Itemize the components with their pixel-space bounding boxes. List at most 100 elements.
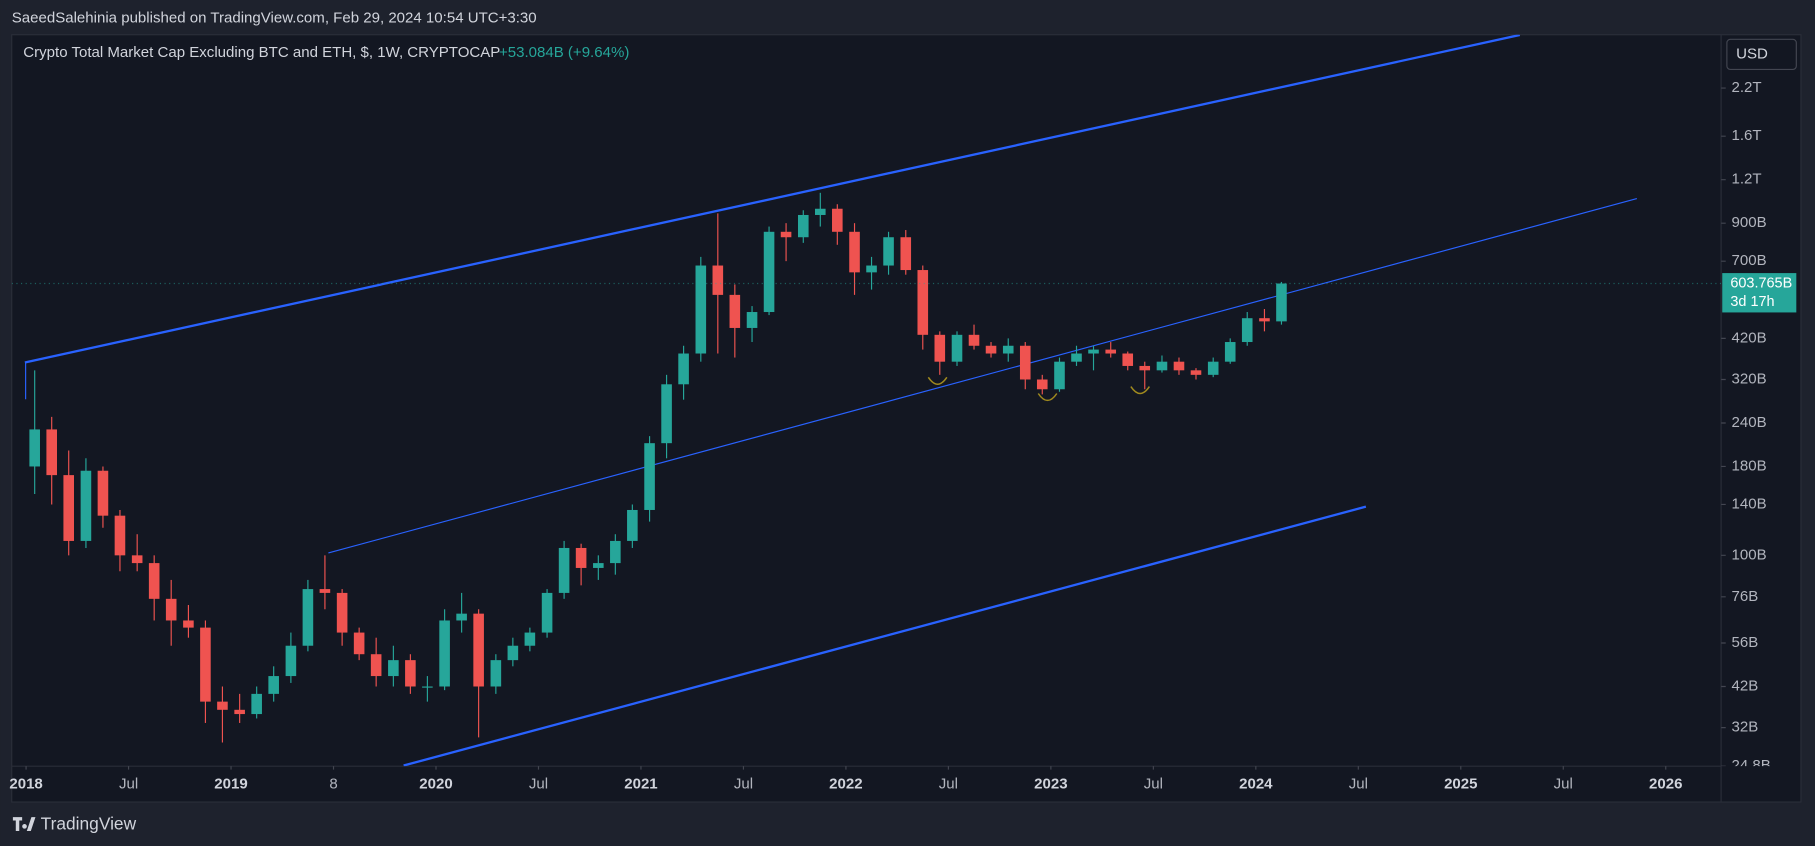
- countdown: 3d 17h: [1730, 294, 1774, 310]
- candle-body: [968, 334, 980, 346]
- candle-body: [866, 265, 877, 273]
- y-tick-label: 180B: [1732, 457, 1767, 474]
- chart-title: Crypto Total Market Cap Excluding BTC an…: [23, 44, 500, 61]
- candle-body: [422, 686, 433, 688]
- y-tick-label: 24.8B: [1732, 757, 1771, 774]
- candle-body: [558, 547, 570, 593]
- y-tick-label: 56B: [1732, 634, 1759, 651]
- x-tick-label: 2019: [214, 776, 247, 793]
- candle-body: [148, 563, 160, 599]
- y-tick-label: 1.6T: [1732, 127, 1762, 144]
- candle-body: [388, 660, 399, 677]
- x-tick-label: 2020: [419, 776, 452, 793]
- candle-body: [285, 645, 297, 677]
- candle-body: [1122, 353, 1134, 366]
- x-tick-label: Jul: [119, 776, 138, 793]
- candle-body: [729, 294, 741, 328]
- trend-line: [328, 198, 1638, 554]
- candle-body: [1105, 349, 1117, 354]
- last-price-tag: [1722, 273, 1797, 313]
- candle-body: [1241, 318, 1253, 343]
- candle-body: [951, 334, 963, 362]
- smile-mark: [1130, 386, 1151, 395]
- y-tick-label: 320B: [1732, 370, 1767, 387]
- candle-body: [678, 353, 689, 385]
- candle-body: [1224, 342, 1236, 362]
- candle-body: [251, 693, 262, 715]
- y-tick-label: 2.2T: [1732, 79, 1762, 96]
- candle-body: [1088, 349, 1099, 354]
- candle-body: [780, 231, 792, 238]
- candle-body: [507, 645, 519, 661]
- logo-mark: [12, 817, 36, 831]
- candle-body: [575, 547, 587, 568]
- candle-body: [1207, 361, 1219, 375]
- candle-body: [644, 443, 655, 510]
- candle-body: [797, 214, 809, 238]
- x-tick-label: Jul: [529, 776, 548, 793]
- candle-body: [900, 237, 912, 271]
- candle-body: [63, 475, 75, 541]
- candle-body: [849, 231, 860, 273]
- candle-body: [234, 709, 245, 715]
- candle-body: [319, 589, 331, 593]
- x-tick-label: 2025: [1444, 776, 1477, 793]
- y-tick-label: 42B: [1732, 677, 1759, 694]
- candle-body: [1036, 379, 1048, 390]
- x-tick-label: 2021: [624, 776, 657, 793]
- candle-body: [746, 312, 758, 328]
- candle-body: [1002, 345, 1014, 354]
- candle-body: [985, 345, 997, 354]
- y-tick-label: 900B: [1732, 214, 1767, 231]
- candle-body: [183, 620, 194, 628]
- candle-body: [490, 660, 502, 687]
- candle-body: [815, 208, 826, 215]
- candle-body: [610, 540, 621, 564]
- x-tick-label: Jul: [1554, 776, 1573, 793]
- candle-body: [46, 429, 57, 476]
- candle-body: [217, 701, 228, 710]
- logo: TradingView: [12, 814, 137, 834]
- trend-line: [24, 34, 1521, 364]
- y-tick-label: 76B: [1732, 588, 1759, 605]
- x-tick-label: 2022: [829, 776, 862, 793]
- y-tick-label: 140B: [1732, 495, 1767, 512]
- candle-body: [593, 563, 604, 568]
- candle-body: [97, 470, 109, 516]
- currency-button[interactable]: [1726, 38, 1797, 71]
- candle-body: [1259, 318, 1270, 322]
- candle-body: [336, 592, 348, 633]
- logo-text: TradingView: [41, 814, 137, 834]
- candle-body: [1173, 361, 1185, 371]
- x-tick-label: Jul: [1349, 776, 1368, 793]
- candle-body: [302, 589, 314, 646]
- x-tick-label: Jul: [1144, 776, 1163, 793]
- candle-body: [405, 660, 416, 687]
- price-axis: 2.2T 1.6T 1.2T 900B 700B 420B 320B 240B 180B 140B…: [1721, 79, 1771, 774]
- candle-body: [1139, 365, 1151, 371]
- y-tick-label: 700B: [1732, 252, 1767, 269]
- candle-body: [353, 632, 365, 655]
- candle-body: [165, 598, 177, 621]
- last-price-label: 603.765B: [1730, 275, 1792, 291]
- y-tick-label: 240B: [1732, 414, 1767, 431]
- y-tick-label: 32B: [1732, 719, 1759, 736]
- candle-body: [131, 555, 143, 564]
- candle-body: [524, 632, 536, 646]
- candle-body: [934, 334, 946, 362]
- candle-body: [473, 613, 484, 687]
- smile-mark: [927, 376, 948, 385]
- currency[interactable]: USD: [1736, 45, 1768, 62]
- candle-body: [1276, 283, 1287, 322]
- x-tick-label: 2024: [1239, 776, 1273, 793]
- x-tick-label: 8: [329, 776, 337, 793]
- candle-body: [712, 265, 724, 295]
- candle-body: [1190, 370, 1202, 375]
- x-tick-label: 2023: [1034, 776, 1067, 793]
- candle-body: [627, 509, 638, 541]
- annotations: [927, 376, 1151, 402]
- candle-body: [832, 208, 843, 232]
- time-axis: 2018 Jul 2019 8 2020 Jul 2021 Jul 2022 Jul 2023 Jul…: [9, 766, 1682, 793]
